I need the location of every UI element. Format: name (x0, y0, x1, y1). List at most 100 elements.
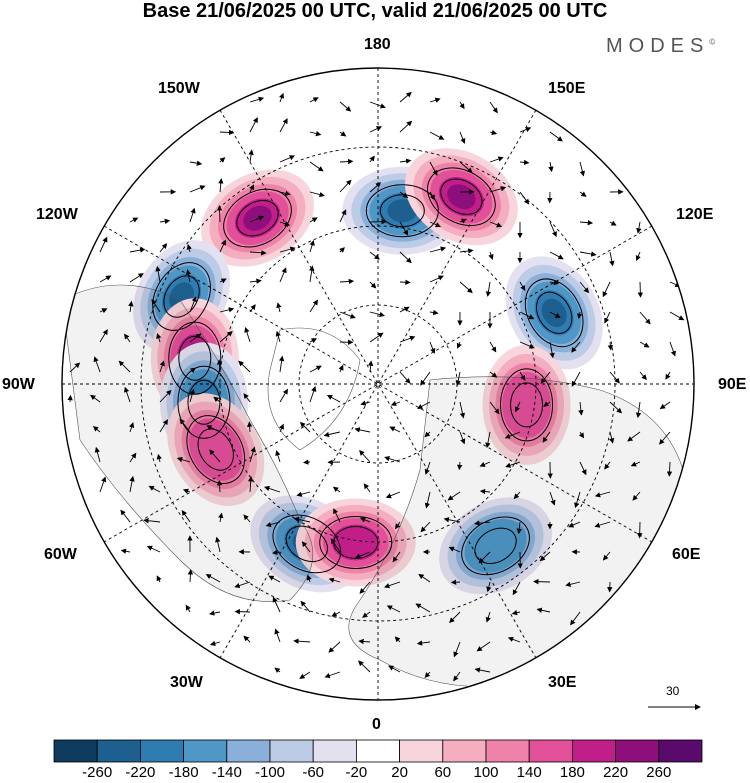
colorbar-box (399, 739, 444, 763)
wind-vector (479, 488, 491, 495)
wind-vector (399, 120, 413, 133)
wind-vector (369, 311, 385, 318)
wind-vector (309, 338, 317, 344)
wind-vector (309, 97, 319, 103)
wind-vector (279, 388, 288, 403)
lon-label-120e: 120E (676, 206, 714, 223)
wind-vector (474, 520, 491, 526)
wind-vector (443, 517, 461, 523)
wind-vector (339, 311, 356, 319)
lon-label-120w: 120W (36, 206, 78, 223)
colorbar-tick-label: 180 (559, 764, 585, 781)
wind-vector (363, 483, 371, 493)
wind-vector (216, 480, 223, 493)
contour-line (178, 335, 212, 381)
wind-vector (399, 251, 412, 264)
wind-vector (489, 186, 507, 193)
wind-vector (519, 126, 532, 133)
wind-vector (279, 190, 291, 196)
colorbar-box (226, 739, 271, 763)
wind-vector (637, 281, 644, 298)
wind-vector (570, 611, 581, 626)
wind-vector (249, 446, 256, 463)
wind-vector (268, 575, 281, 583)
wind-vector (576, 311, 583, 320)
colorbar-tick-label: 100 (473, 764, 499, 781)
colorbar-box (658, 739, 703, 763)
wind-vector (151, 298, 161, 313)
wind-vector (536, 607, 551, 613)
wind-vector (594, 491, 611, 498)
wind-vector (485, 281, 492, 297)
wind-vector (390, 400, 401, 407)
wind-vector (604, 311, 611, 324)
colorbar-box (139, 739, 184, 763)
wind-vector (602, 551, 611, 561)
anomaly-level (188, 418, 243, 481)
wind-vector (669, 341, 676, 357)
colorbar-tick-label: 20 (391, 764, 408, 781)
wind-vector (369, 251, 380, 260)
wind-vector (309, 299, 318, 313)
wind-vector (459, 218, 467, 224)
wind-vector (249, 304, 256, 313)
wind-vector (639, 371, 647, 381)
wind-vector (513, 491, 521, 500)
wind-vector (249, 184, 255, 193)
wind-vector (519, 191, 530, 205)
colorbar-box (615, 739, 660, 763)
wind-vector (123, 386, 131, 403)
wind-vector (156, 333, 162, 343)
wind-vector (459, 431, 466, 445)
wind-vector (354, 551, 371, 559)
wind-vector (665, 371, 671, 380)
wind-vector (354, 427, 371, 433)
wind-vector (429, 221, 442, 228)
wind-vector (129, 217, 139, 223)
wind-vector (394, 636, 401, 643)
wind-vector (474, 667, 491, 673)
wind-vector (213, 396, 221, 403)
wind-vector (219, 129, 235, 136)
wind-vector (99, 329, 108, 343)
wind-vector (578, 401, 584, 416)
wind-vector (424, 491, 431, 509)
wind-vector (399, 158, 412, 164)
wind-vector (94, 446, 101, 463)
wind-vector (143, 518, 161, 524)
wind-vector (219, 331, 233, 343)
contour-line (187, 379, 221, 425)
wind-vector (389, 426, 401, 433)
wind-vector (185, 604, 191, 613)
wind-vector (332, 486, 341, 493)
wind-vector (309, 265, 315, 283)
wind-vector (129, 422, 135, 433)
wind-vector (549, 491, 556, 506)
wind-vector (209, 449, 221, 463)
logo-text: MODES (606, 35, 710, 57)
wind-vector (549, 221, 557, 238)
wind-vector (579, 191, 587, 197)
wind-vector (519, 281, 526, 291)
wind-vector (399, 91, 412, 103)
wind-vector (249, 278, 262, 284)
wind-vector (69, 362, 81, 373)
wind-vector (274, 628, 281, 643)
wind-vector (579, 220, 594, 226)
wind-vector (93, 356, 101, 373)
wind-vector (181, 510, 191, 523)
wind-vector (504, 431, 521, 439)
wind-vector (293, 516, 311, 523)
contour-line (186, 415, 246, 484)
wind-vector (218, 512, 224, 523)
contour-line (500, 368, 554, 442)
wind-vector (489, 101, 498, 114)
contour-line (236, 199, 279, 237)
wind-vector (399, 191, 409, 199)
map-title: Base 21/06/2025 00 UTC, valid 21/06/2025… (142, 0, 608, 22)
anomaly-level (447, 184, 476, 210)
wind-vector (159, 389, 172, 403)
colorbar-box (572, 739, 617, 763)
wind-vector (424, 461, 431, 475)
anomaly-level (331, 524, 380, 561)
